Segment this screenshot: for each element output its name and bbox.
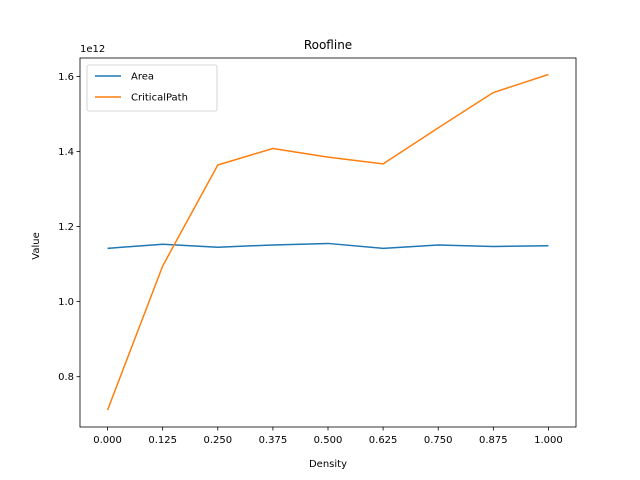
x-tick-label: 0.375 xyxy=(259,435,288,446)
x-tick-label: 0.875 xyxy=(479,435,508,446)
legend-label-area: Area xyxy=(131,72,154,83)
x-axis-label: Density xyxy=(309,459,347,470)
plot-area: 0.000 0.125 0.250 0.375 0.500 0.625 0.750 0.875… xyxy=(58,57,577,446)
y-tick-label: 1.2 xyxy=(58,222,74,233)
x-tick-label: 0.000 xyxy=(93,435,122,446)
y-tick-label: 0.8 xyxy=(58,372,74,383)
y-tick-label: 1.0 xyxy=(58,297,74,308)
x-tick-label: 0.250 xyxy=(203,435,232,446)
x-tick-label: 0.125 xyxy=(148,435,177,446)
x-tick-label: 0.750 xyxy=(424,435,453,446)
x-tick-label: 1.000 xyxy=(534,435,563,446)
x-tick-label: 0.500 xyxy=(314,435,343,446)
y-tick-label: 1.6 xyxy=(58,72,74,83)
y-offset-text: 1e12 xyxy=(80,44,105,55)
legend-label-criticalpath: CriticalPath xyxy=(131,93,188,104)
y-axis-label: Value xyxy=(31,232,42,259)
series-line-criticalpath xyxy=(106,73,549,411)
chart-title: Roofline xyxy=(304,38,352,52)
y-tick-label: 1.4 xyxy=(58,147,74,158)
x-tick-label: 0.625 xyxy=(369,435,398,446)
series-line-area xyxy=(107,242,549,250)
legend: Area CriticalPath xyxy=(86,64,218,112)
